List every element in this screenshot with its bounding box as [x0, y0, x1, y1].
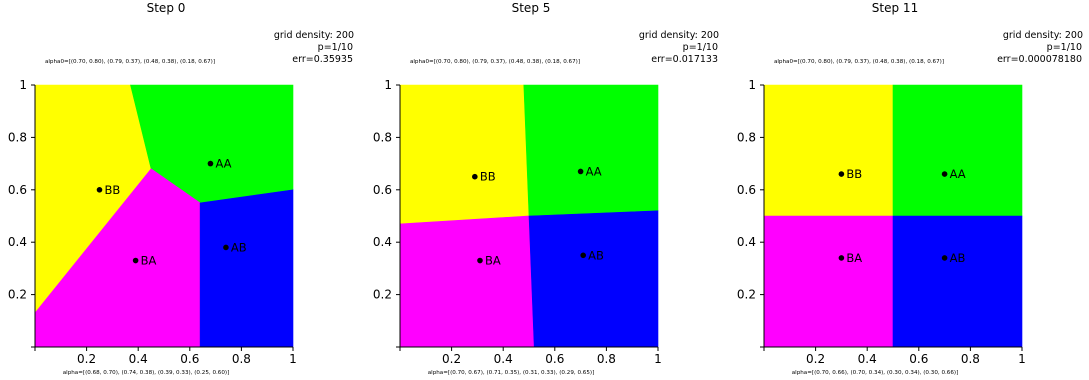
y-tick-label: 0.6	[737, 183, 756, 197]
region-aa	[892, 84, 1023, 217]
x-tick-label: 1	[654, 352, 662, 366]
x-tick-label: 0.2	[77, 352, 96, 366]
alpha-label: alpha=[(0.70, 0.67), (0.71, 0.35), (0.31…	[428, 370, 595, 376]
point-aa	[577, 168, 584, 175]
chart-panel-2: 0.2 0.4 0.6 0.8 1 0.2 0.4 0.6 0.8 1 AA AB BA BB Step 1…	[737, 1, 1083, 376]
point-ba	[477, 257, 483, 264]
y-tick-label: 0.2	[8, 288, 27, 302]
y-tick-label: 0.6	[373, 183, 392, 197]
x-tick-label: 0.2	[806, 352, 825, 366]
y-tick-label: 0.2	[737, 288, 756, 302]
info-line-0: grid density: 200	[274, 30, 354, 41]
region-ab	[199, 189, 294, 348]
y-tick-label: 1	[19, 78, 27, 92]
point-ba	[132, 257, 139, 264]
info-line-0: grid density: 200	[639, 30, 719, 41]
region-ab	[892, 215, 1023, 348]
y-tick-label: 1	[384, 78, 392, 92]
y-tick-label: 0.8	[737, 130, 756, 144]
x-tick-label: 0.8	[597, 352, 616, 366]
point-bb	[472, 173, 478, 180]
chart-title: Step 5	[512, 1, 551, 15]
info-line-1: p=1/10	[1047, 42, 1082, 53]
y-tick-label: 0.4	[8, 235, 27, 249]
x-tick-label: 0.2	[442, 352, 461, 366]
x-tick-label: 0.6	[180, 352, 199, 366]
alpha0-label: alpha0=[(0.70, 0.80), (0.79, 0.37), (0.4…	[774, 59, 944, 65]
point-label-ab: AB	[950, 251, 966, 265]
info-line-0: grid density: 200	[1003, 30, 1083, 41]
x-tick-label: 0.4	[494, 352, 513, 366]
y-tick-label: 0.4	[737, 235, 756, 249]
info-line-2: err=0.35935	[292, 54, 353, 65]
region-bb	[763, 84, 894, 217]
y-tick-label: 0.2	[373, 288, 392, 302]
point-bb	[96, 187, 103, 193]
point-ab	[223, 244, 229, 251]
alpha0-label: alpha0=[(0.70, 0.80), (0.79, 0.37), (0.4…	[410, 59, 580, 65]
y-tick-label: 0.6	[8, 183, 27, 197]
point-label-ba: BA	[141, 254, 157, 268]
x-tick-label: 0.8	[961, 352, 980, 366]
point-label-ab: AB	[588, 248, 604, 262]
region-ba	[763, 215, 894, 348]
point-bb	[838, 171, 845, 177]
x-tick-label: 1	[1018, 352, 1026, 366]
alpha-label: alpha=[(0.70, 0.66), (0.70, 0.34), (0.30…	[792, 370, 959, 376]
chart-panel-1: 0.2 0.4 0.6 0.8 1 0.2 0.4 0.6 0.8 1 AA AB BA BB Step 5…	[373, 1, 719, 376]
x-tick-label: 1	[289, 352, 297, 366]
region-ab	[528, 210, 659, 348]
point-label-bb: BB	[105, 183, 121, 197]
info-line-2: err=0.000078180	[997, 54, 1082, 65]
point-label-aa: AA	[950, 167, 966, 181]
x-tick-label: 0.4	[129, 352, 148, 366]
alpha-label: alpha=[(0.68, 0.70), (0.74, 0.38), (0.39…	[63, 370, 230, 376]
point-label-ba: BA	[485, 254, 501, 268]
info-line-1: p=1/10	[318, 42, 353, 53]
alpha0-label: alpha0=[(0.70, 0.80), (0.79, 0.37), (0.4…	[45, 59, 215, 65]
point-label-ab: AB	[231, 240, 247, 254]
y-tick-label: 0.4	[373, 235, 392, 249]
point-label-aa: AA	[586, 164, 602, 178]
region-ba	[399, 215, 535, 348]
y-tick-label: 0.8	[8, 130, 27, 144]
y-tick-label: 1	[748, 78, 756, 92]
chart-title: Step 0	[147, 1, 186, 15]
point-label-ba: BA	[846, 251, 862, 265]
x-tick-label: 0.8	[232, 352, 251, 366]
point-label-bb: BB	[480, 170, 496, 184]
x-tick-label: 0.6	[909, 352, 928, 366]
x-tick-label: 0.4	[858, 352, 877, 366]
point-label-bb: BB	[846, 167, 862, 181]
region-bb	[399, 84, 530, 225]
point-ab	[580, 252, 586, 259]
region-aa	[523, 84, 659, 217]
info-line-1: p=1/10	[683, 42, 718, 53]
point-label-aa: AA	[215, 157, 231, 171]
x-tick-label: 0.6	[545, 352, 564, 366]
info-line-2: err=0.017133	[651, 54, 718, 65]
chart-title: Step 11	[872, 1, 918, 15]
point-ab	[941, 255, 948, 261]
point-aa	[207, 160, 214, 167]
chart-panel-0: 0.2 0.4 0.6 0.8 1 0.2 0.4 0.6 0.8 1 AA AB BA BB Step 0…	[8, 1, 354, 376]
point-ba	[838, 255, 845, 261]
y-tick-label: 0.8	[373, 130, 392, 144]
point-aa	[941, 171, 948, 177]
